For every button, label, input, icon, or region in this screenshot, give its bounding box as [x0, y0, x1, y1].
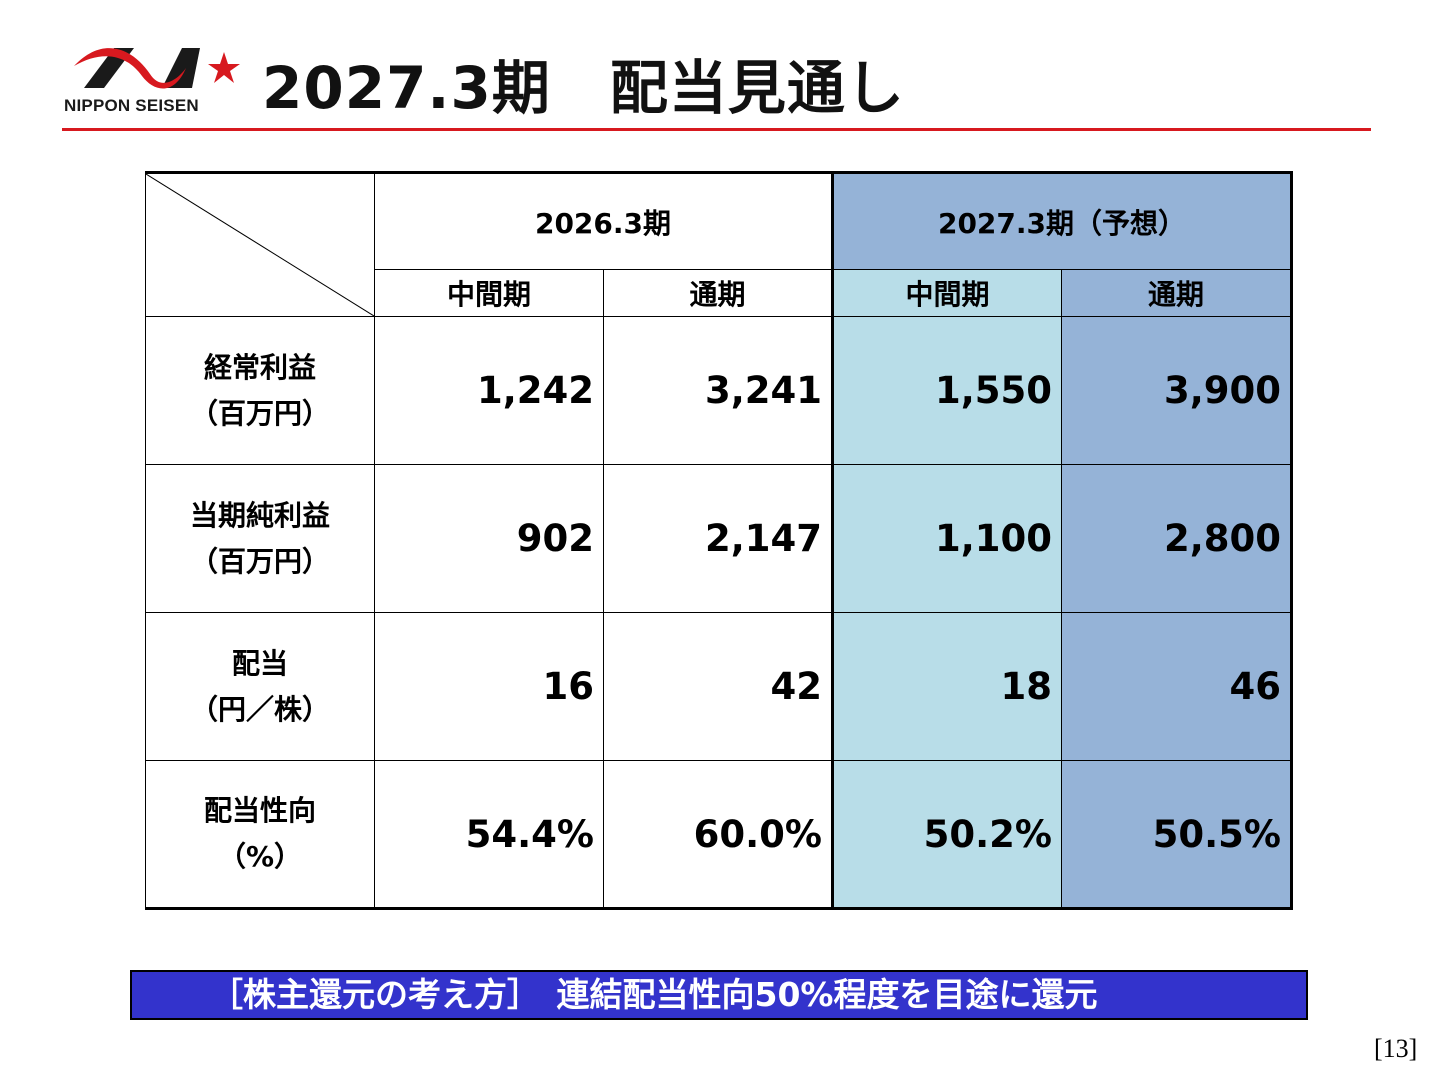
period-header-2027-forecast: 2027.3期（予想）	[831, 171, 1293, 270]
dividend-table: 2026.3期 2027.3期（予想） 中間期 通期 中間期 通期 経常利益 （…	[145, 171, 1293, 910]
value-cell: 18	[831, 612, 1062, 761]
row-label-unit: （百万円）	[189, 396, 330, 430]
row-label-ordinary-profit: 経常利益 （百万円）	[145, 316, 375, 465]
period-header-2026: 2026.3期	[374, 171, 833, 270]
value-cell: 46	[1061, 612, 1293, 761]
row-label-line: 配当性向	[203, 794, 316, 827]
row-label-line: 当期純利益	[189, 498, 330, 532]
value-cell: 50.2%	[831, 760, 1062, 910]
value-cell: 2,800	[1061, 464, 1293, 613]
logo-text: NIPPON SEISEN	[64, 96, 199, 115]
sub-header-2026-interim: 中間期	[374, 269, 604, 317]
page-number: [13]	[1374, 1034, 1418, 1063]
row-label-unit: （百万円）	[189, 544, 330, 578]
row-label-line: 経常利益	[203, 350, 316, 384]
diagonal-line	[146, 174, 374, 316]
row-label-payout-ratio: 配当性向 （%）	[145, 760, 375, 910]
row-label-net-income: 当期純利益 （百万円）	[145, 464, 375, 613]
shareholder-return-banner: ［株主還元の考え方］ 連結配当性向50%程度を目途に還元	[130, 970, 1308, 1020]
row-label-unit: （%）	[217, 840, 303, 873]
value-cell: 50.5%	[1061, 760, 1293, 910]
table-row: 当期純利益 （百万円） 902 2,147 1,100 2,800	[145, 464, 1293, 613]
value-cell: 16	[374, 612, 604, 761]
row-label-dividend: 配当 （円／株）	[145, 612, 375, 761]
period-header-row: 2026.3期 2027.3期（予想）	[145, 171, 1293, 317]
title-underline	[62, 128, 1371, 131]
company-logo: NIPPON SEISEN	[64, 40, 244, 122]
value-cell: 902	[374, 464, 604, 613]
value-cell: 2,147	[603, 464, 833, 613]
logo-mark-icon	[74, 48, 240, 89]
sub-header-2026-full: 通期	[603, 269, 833, 317]
table-row: 配当 （円／株） 16 42 18 46	[145, 612, 1293, 761]
value-cell: 54.4%	[374, 760, 604, 910]
value-cell: 3,900	[1061, 316, 1293, 465]
page-title: 2027.3期 配当見通し	[262, 54, 905, 122]
sub-header-row: 中間期 通期 中間期 通期	[146, 269, 1293, 317]
table-row: 経常利益 （百万円） 1,242 3,241 1,550 3,900	[145, 316, 1293, 465]
value-cell: 3,241	[603, 316, 833, 465]
table-row: 配当性向 （%） 54.4% 60.0% 50.2% 50.5%	[145, 760, 1293, 910]
corner-cell	[145, 171, 375, 317]
value-cell: 42	[603, 612, 833, 761]
value-cell: 1,100	[831, 464, 1062, 613]
row-label-line: 配当	[231, 646, 288, 680]
sub-header-2027-interim: 中間期	[831, 269, 1062, 317]
value-cell: 1,242	[374, 316, 604, 465]
value-cell: 60.0%	[603, 760, 833, 910]
row-label-unit: （円／株）	[189, 692, 330, 726]
sub-header-2027-full: 通期	[1061, 269, 1293, 317]
value-cell: 1,550	[831, 316, 1062, 465]
